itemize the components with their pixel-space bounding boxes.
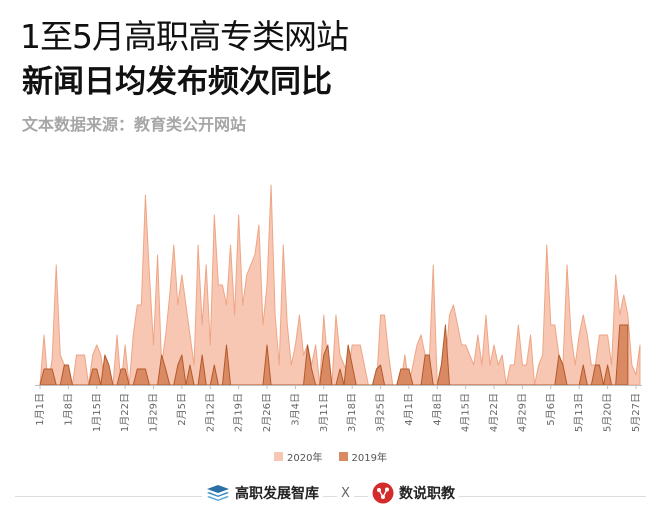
x-tick-label: 3月25日 bbox=[375, 393, 387, 432]
brand-left-label: 高职发展智库 bbox=[235, 486, 320, 502]
x-tick-label: 3月11日 bbox=[318, 393, 330, 432]
x-tick-label: 4月1日 bbox=[403, 393, 415, 426]
legend-label-2020: 2020年 bbox=[287, 453, 323, 464]
x-tick-label: 2月12日 bbox=[204, 393, 216, 432]
x-tick-label: 1月8日 bbox=[62, 393, 74, 426]
x-tick-label: 5月13日 bbox=[573, 393, 585, 432]
x-tick-label: 3月4日 bbox=[289, 393, 301, 426]
x-tick-label: 5月27日 bbox=[630, 393, 642, 432]
data-source-note: 文本数据来源：教育类公开网站 bbox=[22, 115, 247, 134]
footer-divider bbox=[15, 496, 646, 497]
network-logo-icon bbox=[372, 482, 394, 504]
x-tick-label: 1月22日 bbox=[119, 393, 131, 432]
stack-logo-icon bbox=[207, 485, 230, 501]
x-tick-label: 2月26日 bbox=[261, 393, 273, 432]
x-tick-label: 5月20日 bbox=[602, 393, 614, 432]
brand-right-label: 数说职教 bbox=[398, 486, 455, 502]
x-tick-label: 1月29日 bbox=[148, 393, 160, 432]
brand-separator: X bbox=[337, 485, 354, 501]
x-tick-label: 2月5日 bbox=[176, 393, 188, 426]
chart-subtitle: 新闻日均发布频次同比 bbox=[22, 64, 332, 100]
legend-label-2019: 2019年 bbox=[351, 453, 387, 464]
legend-item-2019[interactable]: 2019年 bbox=[338, 449, 387, 464]
x-tick-label: 4月29日 bbox=[516, 393, 528, 432]
footer: 高职发展智库 X 数说职教 bbox=[0, 482, 661, 504]
x-tick-label: 1月15日 bbox=[91, 393, 103, 432]
x-tick-label: 5月6日 bbox=[545, 393, 557, 426]
brand-left: 高职发展智库 bbox=[202, 483, 324, 503]
x-tick-label: 1月1日 bbox=[34, 393, 46, 426]
legend-swatch-2019 bbox=[338, 452, 348, 461]
brand-right: 数说职教 bbox=[367, 482, 459, 504]
x-tick-label: 3月18日 bbox=[346, 393, 358, 432]
legend-item-2020[interactable]: 2020年 bbox=[274, 449, 323, 464]
series-2020-area bbox=[39, 184, 641, 386]
x-tick-label: 4月15日 bbox=[460, 393, 472, 432]
legend-swatch-2020 bbox=[274, 452, 284, 461]
x-tick-label: 2月19日 bbox=[233, 393, 245, 432]
x-tick-label: 4月22日 bbox=[488, 393, 500, 432]
chart-legend: 2020年 2019年 bbox=[0, 449, 661, 464]
x-tick-label: 4月8日 bbox=[431, 393, 443, 426]
chart-title: 1至5月高职高专类网站 bbox=[20, 17, 349, 56]
